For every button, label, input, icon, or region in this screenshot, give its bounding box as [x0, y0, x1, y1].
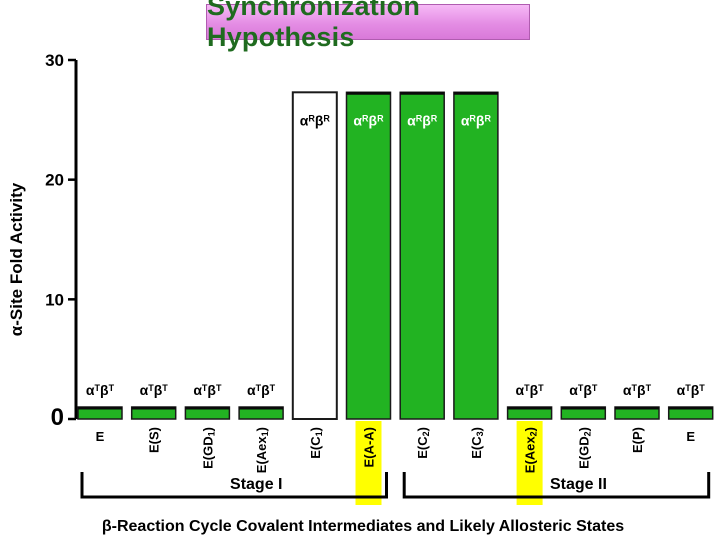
category-label: E(S): [147, 427, 162, 453]
bar-state-label: αTβT: [140, 382, 169, 398]
stage-label: Stage I: [230, 476, 282, 493]
category-highlight: [516, 421, 543, 505]
category-label: E(Aex2): [523, 427, 539, 473]
bar: [399, 91, 445, 420]
bar-state-label: αRβR: [300, 112, 331, 128]
bar-state-label: αTβT: [569, 382, 598, 398]
chart-title-text: Synchronization Hypothesis: [207, 0, 421, 52]
category-label: E: [686, 429, 695, 444]
category-label: E(A-A): [362, 427, 377, 467]
bar-state-label: αRβR: [353, 112, 384, 128]
category-label: E(Aex1): [254, 427, 270, 473]
category-label: E: [96, 429, 105, 444]
chart-title: Synchronization Hypothesis: [206, 0, 530, 52]
stage-bracket: [402, 472, 711, 499]
category-label: E(C2): [415, 427, 431, 459]
y-tick-label: 10: [45, 290, 64, 309]
category-label: E(GD2): [576, 427, 592, 469]
bar-state-label: αTβT: [247, 382, 276, 398]
bar-state-label: αRβR: [407, 112, 438, 128]
x-axis-label: β-Reaction Cycle Covalent Intermediates …: [102, 518, 624, 535]
bar-state-label: αRβR: [461, 112, 492, 128]
bar: [345, 91, 392, 420]
y-tick-label: 0: [51, 404, 64, 431]
bar-state-label: αTβT: [516, 382, 545, 398]
category-label: E(C3): [469, 427, 485, 459]
stage-label: Stage II: [550, 476, 607, 493]
bar-state-label: αTβT: [677, 382, 706, 398]
y-tick-label: 30: [45, 51, 64, 70]
category-highlight: [355, 421, 382, 505]
category-label: E(P): [630, 427, 645, 453]
bar-state-label: αTβT: [86, 382, 115, 398]
bar: [291, 91, 338, 420]
y-tick-label: 20: [45, 171, 64, 190]
stage-bracket: [80, 472, 388, 499]
category-label: E(GD1): [200, 427, 216, 469]
bar-state-label: αTβT: [193, 382, 222, 398]
y-axis-label: α-Site Fold Activity: [7, 182, 26, 336]
bar: [453, 91, 499, 420]
category-label: E(C1): [308, 427, 324, 459]
bar-state-label: αTβT: [623, 382, 652, 398]
